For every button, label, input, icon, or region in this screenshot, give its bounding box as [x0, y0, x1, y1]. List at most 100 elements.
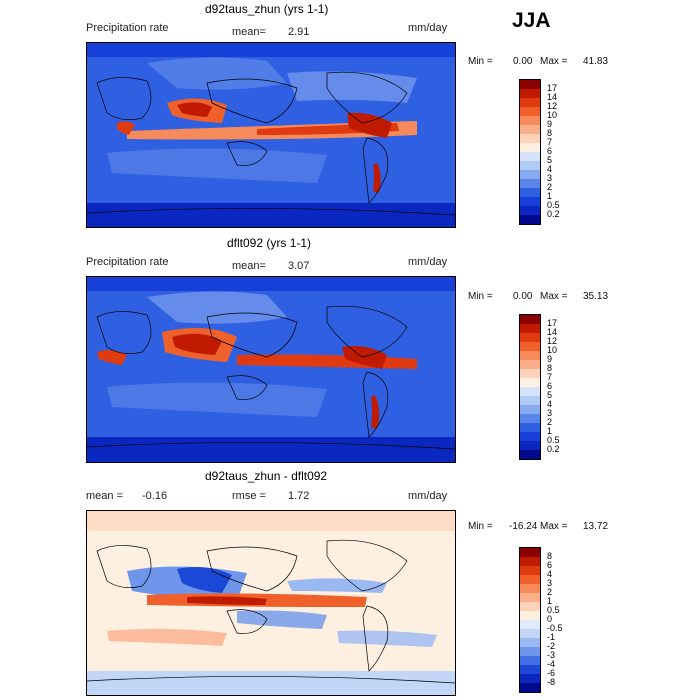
colorbar-swatch	[520, 351, 540, 360]
colorbar-swatch	[520, 315, 540, 324]
colorbar-swatch	[520, 593, 540, 602]
colorbar-swatch	[520, 656, 540, 665]
colorbar-tick-label: 1	[547, 596, 553, 606]
colorbar-swatch	[520, 116, 540, 125]
colorbar-tick-label: 8	[547, 551, 553, 561]
variable-label: Precipitation rate	[86, 256, 169, 268]
colorbar-tick-label: 8	[547, 128, 553, 138]
colorbar-swatch	[520, 602, 540, 611]
colorbar-tick-label: 17	[547, 83, 558, 93]
colorbar-swatch	[520, 333, 540, 342]
colorbar-swatch	[520, 170, 540, 179]
colorbar-swatch	[520, 414, 540, 423]
precipitation-map	[86, 276, 456, 463]
colorbar-swatch	[520, 674, 540, 683]
colorbar-tick-label: 12	[547, 101, 558, 111]
panel-title: d92taus_zhun - dflt092	[205, 469, 328, 483]
colorbar-tick-label: 10	[547, 110, 558, 120]
colorbar-tick-label: 7	[547, 372, 553, 382]
min-value: -16.24	[509, 521, 538, 532]
colorbar-tick-label: 0.5	[547, 200, 560, 210]
units-label: mm/day	[408, 490, 448, 502]
colorbar-swatch	[520, 405, 540, 414]
mean-value: -0.16	[142, 490, 168, 502]
max-value: 35.13	[583, 291, 609, 302]
colorbar-swatch	[520, 584, 540, 593]
colorbar-swatch	[520, 324, 540, 333]
colorbar-tick-label: -6	[547, 668, 556, 678]
colorbar-swatch	[520, 369, 540, 378]
colorbar-swatch	[520, 387, 540, 396]
colorbar-tick-label: 4	[547, 569, 553, 579]
colorbar-tick-label: 9	[547, 354, 553, 364]
rmse-label: rmse =	[232, 490, 266, 502]
colorbar-tick-label: 4	[547, 164, 553, 174]
colorbar-tick-label: 8	[547, 363, 553, 373]
colorbar-swatch	[520, 125, 540, 134]
precipitation-map	[86, 42, 456, 228]
colorbar-tick-label: 0.5	[547, 435, 560, 445]
colorbar-swatch	[520, 206, 540, 215]
colorbar-swatch	[520, 342, 540, 351]
colorbar-tick-label: 0.5	[547, 605, 560, 615]
units-label: mm/day	[408, 22, 448, 34]
colorbar-tick-label: 10	[547, 345, 558, 355]
colorbar-tick-label: -2	[547, 641, 556, 651]
colorbar-swatch	[520, 683, 540, 692]
colorbar-swatch	[520, 575, 540, 584]
colorbar-swatch	[520, 98, 540, 107]
colorbar-swatches	[519, 314, 541, 460]
colorbar-tick-label: -8	[547, 677, 556, 687]
colorbar-swatch	[520, 441, 540, 450]
colorbar-tick-label: 9	[547, 119, 553, 129]
colorbar-swatch	[520, 179, 540, 188]
colorbar-tick-label: 12	[547, 336, 558, 346]
max-value: 41.83	[583, 56, 609, 67]
min-label: Min =	[468, 291, 493, 302]
colorbar-swatch	[520, 188, 540, 197]
colorbar-swatch	[520, 161, 540, 170]
colorbar-tick-label: 6	[547, 560, 553, 570]
mean-label: mean=	[232, 260, 266, 272]
colorbar-tick-label: 5	[547, 390, 553, 400]
colorbar-swatch	[520, 566, 540, 575]
colorbar-tick-label: 5	[547, 155, 553, 165]
max-label: Max =	[540, 521, 568, 532]
colorbar-tick-label: 3	[547, 173, 553, 183]
colorbar-tick-label: 0	[547, 614, 553, 624]
colorbar-tick-label: 1	[547, 426, 553, 436]
colorbar-tick-label: 17	[547, 318, 558, 328]
colorbar-swatch	[520, 423, 540, 432]
season-label: JJA	[512, 9, 551, 32]
colorbar-swatch	[520, 134, 540, 143]
min-label: Min =	[468, 521, 493, 532]
difference-map	[86, 510, 456, 696]
colorbar-tick-label: 7	[547, 137, 553, 147]
colorbar-tick-label: 4	[547, 399, 553, 409]
colorbar-swatch	[520, 620, 540, 629]
mean-label: mean =	[86, 490, 123, 502]
mean-label: mean=	[232, 26, 266, 38]
colorbar-tick-label: 14	[547, 92, 558, 102]
colorbar-swatches	[519, 547, 541, 693]
panel-title: dflt092 (yrs 1-1)	[227, 236, 312, 250]
colorbar-tick-label: 2	[547, 417, 553, 427]
colorbar-swatch	[520, 152, 540, 161]
colorbar-swatch	[520, 647, 540, 656]
colorbar-swatch	[520, 557, 540, 566]
colorbar-tick-label: -1	[547, 632, 556, 642]
variable-label: Precipitation rate	[86, 22, 169, 34]
colorbar-swatch	[520, 548, 540, 557]
rmse-value: 1.72	[288, 490, 310, 502]
max-value: 13.72	[583, 521, 609, 532]
colorbar-swatch	[520, 396, 540, 405]
colorbar-tick-label: 2	[547, 587, 553, 597]
colorbar-tick-label: 6	[547, 146, 553, 156]
colorbar-swatch	[520, 638, 540, 647]
colorbar-swatches	[519, 79, 541, 225]
units-label: mm/day	[408, 256, 448, 268]
min-label: Min =	[468, 56, 493, 67]
panel-title: d92taus_zhun (yrs 1-1)	[205, 2, 329, 16]
colorbar-swatch	[520, 197, 540, 206]
colorbar-tick-label: -3	[547, 650, 556, 660]
